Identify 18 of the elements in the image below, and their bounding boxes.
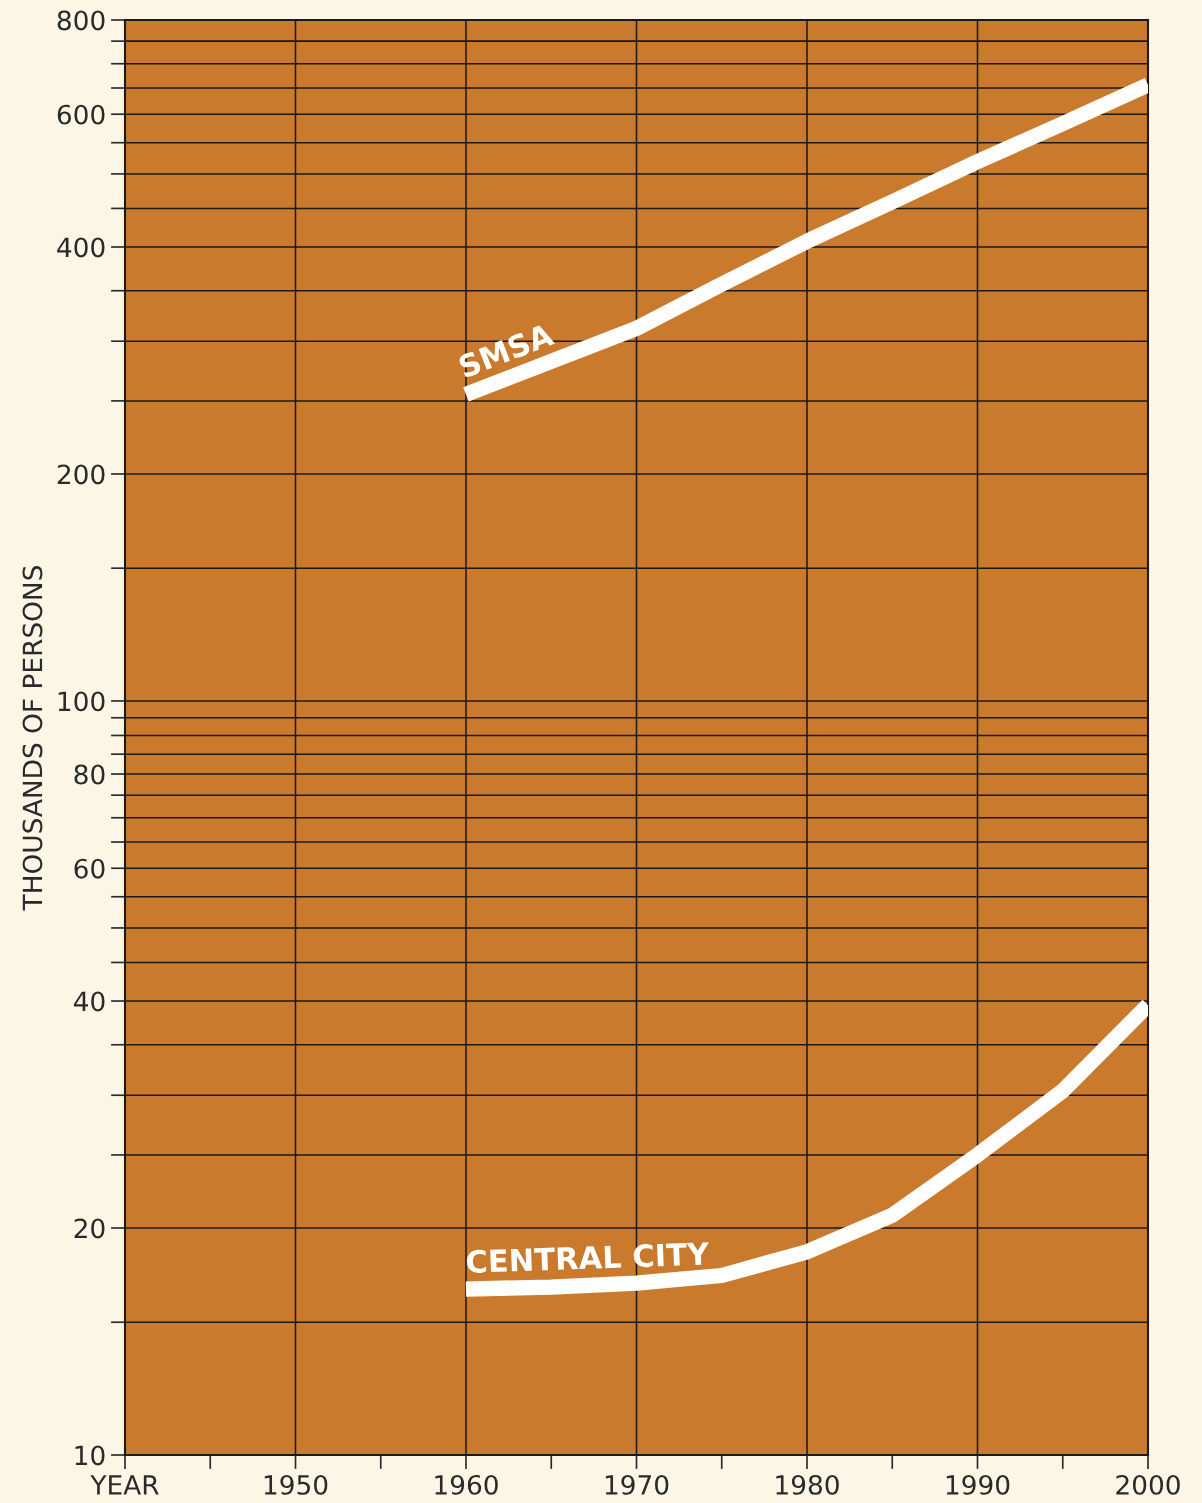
y-tick-label: 400 bbox=[57, 237, 105, 258]
y-tick-label: 60 bbox=[74, 858, 105, 879]
y-tick-label: 80 bbox=[74, 764, 105, 785]
y-tick-label: 100 bbox=[58, 691, 105, 712]
y-tick-label: 200 bbox=[57, 464, 105, 485]
x-tick-label: 2000 bbox=[1116, 1474, 1180, 1495]
y-tick-label: 20 bbox=[74, 1218, 105, 1239]
x-tick-label: YEAR bbox=[90, 1475, 159, 1495]
y-tick-label: 10 bbox=[75, 1445, 105, 1466]
y-tick-label: 600 bbox=[57, 104, 105, 125]
y-tick-label: 800 bbox=[57, 10, 105, 31]
x-tick-label: 1960 bbox=[435, 1474, 498, 1495]
x-tick-label: 1970 bbox=[605, 1474, 669, 1495]
y-tick-label: 40 bbox=[73, 991, 105, 1012]
x-tick-label: 1990 bbox=[946, 1474, 1010, 1495]
y-axis-title: THOUSANDS OF PERSONS bbox=[22, 566, 43, 911]
x-tick-label: 1980 bbox=[776, 1474, 839, 1495]
x-tick-label: 1950 bbox=[264, 1474, 328, 1495]
